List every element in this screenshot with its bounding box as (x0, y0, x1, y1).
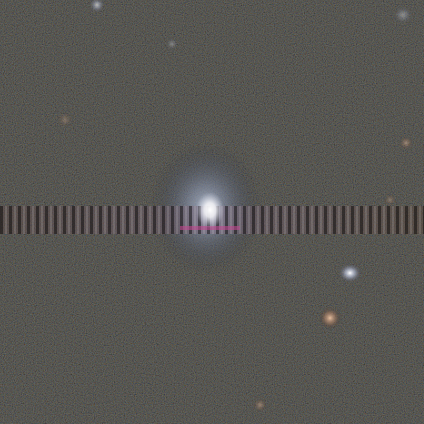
star (89, 0, 105, 13)
star (253, 398, 267, 412)
star (319, 307, 341, 329)
galaxy-core (196, 192, 224, 228)
star (338, 263, 362, 283)
star (166, 38, 178, 50)
star (57, 112, 73, 128)
star (393, 6, 413, 24)
star (399, 136, 413, 150)
star (384, 194, 396, 206)
